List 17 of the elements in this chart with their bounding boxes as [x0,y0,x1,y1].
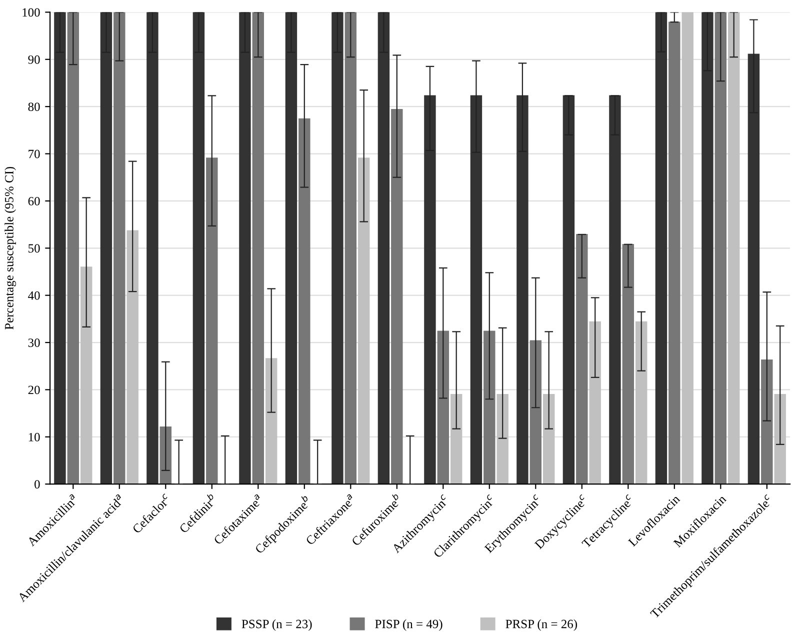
y-tick-label: 60 [28,196,40,206]
x-tick-label: Cefdinir$^{b}$ [176,492,218,534]
x-tick-label: Cefaclor$^{c}$ [131,493,172,534]
y-tick-label: 10 [28,432,40,442]
y-tick-label: 0 [34,480,40,489]
y-tick-label: 90 [28,55,40,64]
y-tick-label: 100 [22,8,40,17]
legend-label: PRSP (n = 26) [506,619,578,631]
y-tick-label: 30 [28,338,40,347]
y-tick-label: 40 [28,291,40,300]
y-axis-title: Percentage susceptible (95% CI) [4,166,16,330]
legend-label: PSSP (n = 23) [242,619,312,631]
y-tick-label: 20 [28,386,40,394]
y-tick-label: 50 [28,244,40,253]
y-tick-label: 70 [28,150,40,158]
y-tick-label: 80 [28,102,40,112]
legend-label: PISP (n = 49) [375,619,442,631]
